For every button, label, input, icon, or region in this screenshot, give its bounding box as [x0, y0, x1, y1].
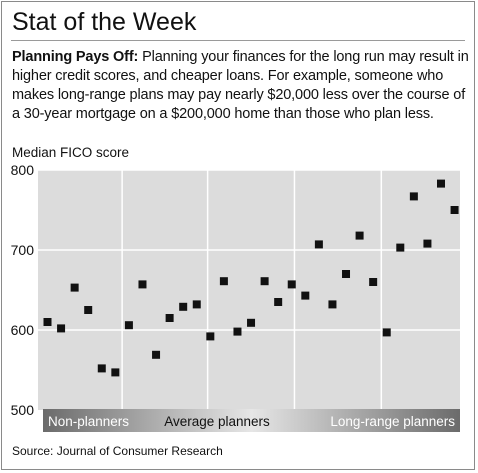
x-band-label: Non-planners [48, 414, 129, 429]
data-point [287, 280, 296, 289]
data-point [247, 318, 256, 327]
data-point [192, 300, 201, 309]
title-divider [11, 40, 465, 41]
data-point [152, 350, 161, 359]
data-point [97, 364, 106, 373]
source-note: Source: Journal of Consumer Research [12, 444, 223, 458]
y-tick-label: 600 [11, 322, 35, 338]
data-point [179, 302, 188, 311]
y-axis-title: Median FICO score [12, 145, 130, 160]
data-point [314, 240, 323, 249]
y-tick-label: 800 [11, 162, 35, 178]
data-point [450, 206, 459, 214]
data-point [111, 368, 120, 377]
data-point [124, 321, 133, 330]
y-tick-label: 700 [11, 242, 35, 258]
data-point [138, 280, 147, 289]
data-point [84, 306, 93, 314]
y-tick-label: 500 [11, 402, 35, 418]
intro-paragraph: Planning Pays Off: Planning your finance… [12, 48, 472, 124]
data-point [396, 243, 405, 252]
data-point [260, 277, 269, 286]
data-point [382, 328, 391, 337]
data-point [57, 324, 66, 333]
x-band-label: Average planners [164, 414, 270, 429]
plot-area [38, 170, 460, 410]
data-point [355, 231, 364, 240]
x-axis-band [43, 409, 460, 432]
data-point [233, 327, 242, 336]
data-point [369, 278, 378, 286]
intro-text: Planning your finances for the long run … [12, 49, 469, 122]
data-point [70, 283, 79, 292]
data-point [409, 192, 418, 201]
data-point [328, 300, 337, 309]
data-point [301, 291, 310, 300]
data-point [43, 318, 52, 326]
data-point [437, 179, 446, 188]
data-point [342, 270, 351, 278]
data-point [165, 314, 174, 322]
data-point [206, 332, 215, 341]
intro-lead: Planning Pays Off: [12, 49, 139, 65]
data-point [219, 277, 228, 286]
page-title: Stat of the Week [12, 8, 197, 36]
data-point [274, 298, 283, 306]
x-band-label: Long-range planners [330, 414, 455, 429]
data-point [423, 239, 432, 248]
